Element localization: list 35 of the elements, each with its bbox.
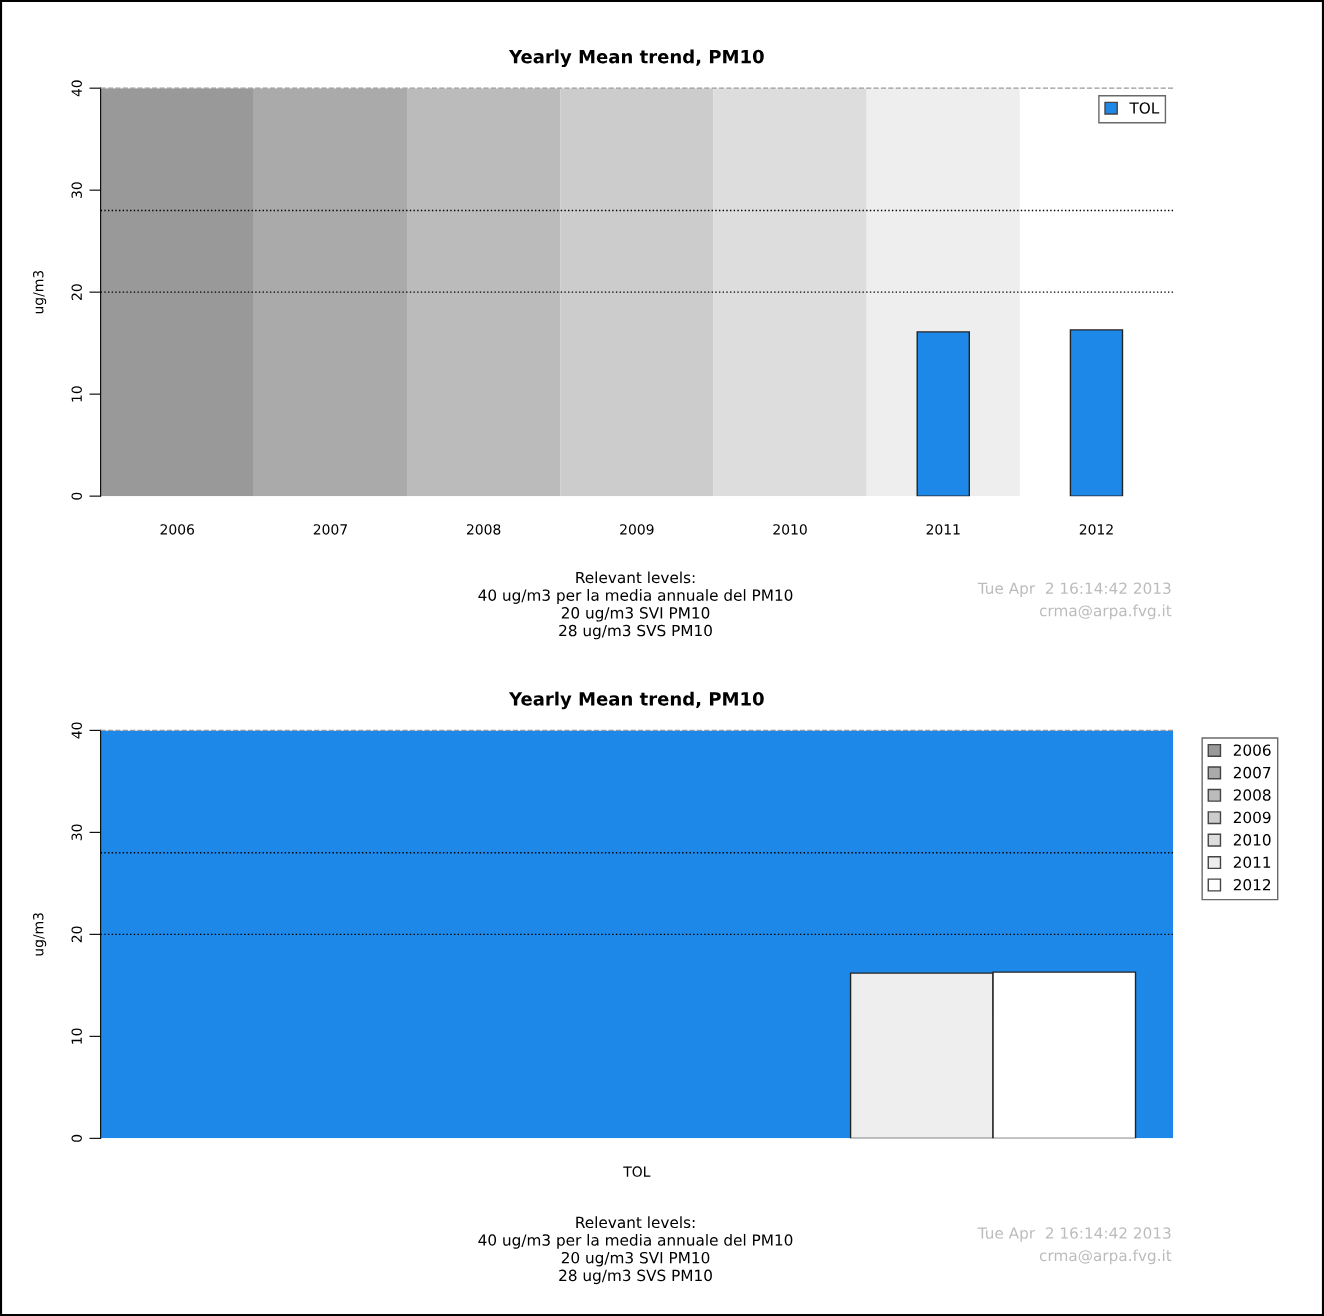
text: crma@arpa.fvg.it (1039, 1249, 1172, 1265)
legend-label: 2007 (1233, 766, 1271, 779)
x-tick-label: 2009 (620, 524, 654, 535)
legend-label: 2006 (1233, 744, 1271, 756)
x-tick-label: 2006 (160, 524, 195, 535)
x-tick-label: 2012 (1079, 524, 1113, 535)
chart-title: Yearly Mean trend, PM10 (508, 691, 764, 710)
legend-label: 2010 (1233, 834, 1271, 846)
y-tick-label: 0 (71, 492, 82, 500)
y-axis-title: ug/m3 (33, 270, 47, 314)
text: Tue Apr 2 16:14:42 2013 (977, 582, 1171, 597)
text: Tue Apr 2 16:14:42 2013 (977, 1227, 1171, 1242)
x-tick-label: 2007 (313, 524, 347, 535)
y-tick-label: 10 (71, 1028, 82, 1044)
legend-label: 2012 (1233, 878, 1271, 891)
legend-label: 2011 (1233, 856, 1271, 869)
y-tick-label: 10 (71, 386, 82, 402)
legend-label: 2008 (1233, 789, 1271, 801)
x-tick-label: 2008 (466, 524, 501, 535)
text: Relevant levels: 40 ug/m3 per la media annuale del PM10 20 ug/m3 SVI PM10 28 ug/m3 SVS PM10 (478, 1216, 793, 1285)
y-tick-label: 20 (71, 284, 82, 300)
y-tick-label: 40 (71, 722, 82, 739)
y-tick-label: 0 (71, 1134, 82, 1142)
text: Relevant levels: 40 ug/m3 per la media annuale del PM10 20 ug/m3 SVI PM10 28 ug/m3 SVS PM10 (478, 571, 793, 640)
y-tick-label: 20 (71, 926, 82, 943)
text: crma@arpa.fvg.it (1039, 604, 1172, 620)
legend-label: TOL (1129, 102, 1160, 114)
x-tick-label: 2010 (773, 524, 807, 535)
y-tick-label: 40 (71, 80, 82, 97)
y-axis-title: ug/m3 (33, 913, 47, 956)
chart-title: Yearly Mean trend, PM10 (508, 49, 764, 68)
y-tick-label: 30 (71, 182, 82, 198)
x-tick-label: 2011 (926, 524, 960, 535)
legend-label: 2009 (1233, 811, 1271, 824)
y-tick-label: 30 (71, 824, 82, 841)
